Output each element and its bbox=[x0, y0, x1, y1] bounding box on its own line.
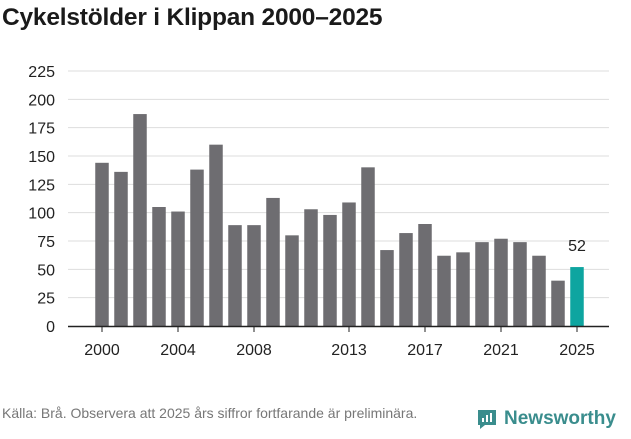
bar-2006 bbox=[209, 144, 223, 326]
x-tick-label: 2025 bbox=[559, 342, 595, 359]
bar-2014 bbox=[361, 167, 375, 326]
brand-logo[interactable]: Newsworthy bbox=[476, 408, 616, 430]
bar-2022 bbox=[513, 242, 527, 326]
bar-chart: 0 25 50 75 100 125 150 175 200 225 52 2000 2004 2008 2… bbox=[28, 64, 609, 359]
y-tick-label: 25 bbox=[37, 291, 55, 308]
y-tick-label: 75 bbox=[37, 234, 55, 251]
source-note: Källa: Brå. Observera att 2025 års siffr… bbox=[2, 405, 418, 421]
bar-2020 bbox=[475, 242, 489, 326]
bar-2004 bbox=[171, 211, 185, 326]
x-tick-label: 2021 bbox=[483, 342, 519, 359]
bar-2016 bbox=[399, 233, 413, 326]
bar-2025 bbox=[570, 267, 584, 326]
y-tick-label: 200 bbox=[28, 92, 55, 109]
x-tick-label: 2013 bbox=[331, 342, 367, 359]
x-tick-label: 2000 bbox=[84, 342, 120, 359]
newsworthy-logo-icon bbox=[478, 410, 496, 429]
y-tick-label: 175 bbox=[28, 121, 55, 138]
brand-name: Newsworthy bbox=[504, 408, 616, 429]
y-tick-label: 0 bbox=[46, 319, 55, 336]
bar-2019 bbox=[456, 252, 470, 326]
bar-2015 bbox=[380, 250, 394, 326]
bar-2021 bbox=[494, 238, 508, 326]
bar-2010 bbox=[285, 235, 299, 326]
y-tick-label: 125 bbox=[28, 177, 55, 194]
x-tick-label: 2004 bbox=[160, 342, 196, 359]
bar-2013 bbox=[342, 202, 356, 326]
x-tick-label: 2017 bbox=[407, 342, 443, 359]
y-tick-label: 150 bbox=[28, 149, 55, 166]
bar-2024 bbox=[551, 280, 565, 326]
bar-2005 bbox=[190, 169, 204, 326]
y-tick-label: 100 bbox=[28, 206, 55, 223]
chart-title: Cykelstölder i Klippan 2000–2025 bbox=[2, 4, 383, 31]
bar-2011 bbox=[304, 209, 318, 326]
data-label: 52 bbox=[568, 238, 586, 255]
bar-2023 bbox=[532, 255, 546, 326]
x-tick-label: 2008 bbox=[236, 342, 272, 359]
bar-2018 bbox=[437, 255, 451, 326]
y-tick-label: 225 bbox=[28, 64, 55, 81]
bar-2007 bbox=[228, 225, 242, 326]
bar-2002 bbox=[133, 114, 147, 326]
bar-2012 bbox=[323, 214, 337, 326]
bar-2009 bbox=[266, 197, 280, 326]
y-tick-label: 50 bbox=[37, 262, 55, 279]
bar-2017 bbox=[418, 224, 432, 326]
bar-2001 bbox=[114, 171, 128, 326]
bar-2000 bbox=[95, 162, 109, 326]
bar-2008 bbox=[247, 225, 261, 326]
bar-2003 bbox=[152, 207, 166, 326]
